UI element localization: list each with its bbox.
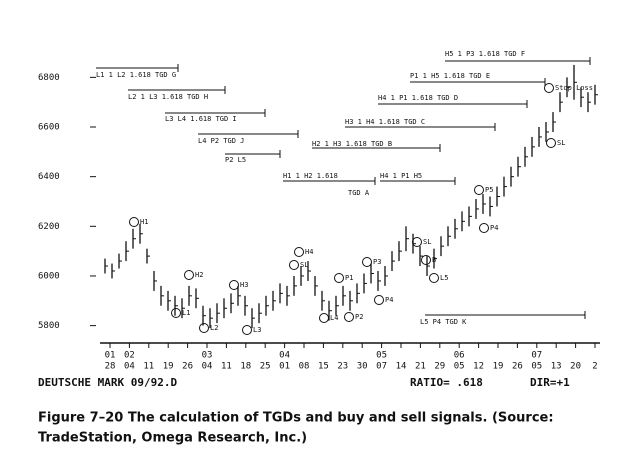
point-marker [294, 247, 304, 257]
point-label: P1 [345, 274, 353, 282]
point-label: L3 [253, 326, 261, 334]
x-month-label: 06 [454, 351, 465, 361]
x-tick-label: 21 [415, 362, 426, 372]
point-marker [334, 273, 344, 283]
point-marker [362, 257, 372, 267]
caption: Figure 7–20 The calculation of TGDs and … [38, 411, 554, 426]
point-label: P4 [385, 296, 393, 304]
tgd-annotation: H4 1 P1 H5 [380, 172, 422, 180]
point-marker [344, 312, 354, 322]
tgd-annotation: L5 P4 TGD K [420, 318, 467, 326]
tgd-annotation: P2 L5 [225, 156, 246, 164]
point-marker [242, 325, 252, 335]
x-tick-label: 26 [512, 362, 523, 372]
point-label: L5 [440, 274, 448, 282]
point-label: P4 [490, 224, 498, 232]
point-marker [544, 83, 554, 93]
x-tick-label: 05 [454, 362, 465, 372]
x-tick-label: 13 [551, 362, 562, 372]
y-tick-label: 5800 [38, 321, 60, 331]
point-label: Stop Loss [555, 84, 593, 92]
point-marker [474, 185, 484, 195]
point-marker [429, 273, 439, 283]
x-tick-label: 05 [531, 362, 542, 372]
tgd-annotation: H3 1 H4 1.618 TGD C [345, 118, 425, 126]
point-marker [319, 313, 329, 323]
x-tick-label: 15 [318, 362, 329, 372]
point-label: SL [423, 238, 431, 246]
tgd-annotation: L4 P2 TGD J [198, 137, 244, 145]
x-month-label: 01 [105, 351, 116, 361]
tgd-annotation: H2 1 H3 1.618 TGD B [312, 140, 392, 148]
point-label: SL [557, 139, 565, 147]
point-label: B [432, 256, 436, 264]
x-tick-label: 07 [376, 362, 387, 372]
tgd-annotation: L2 1 L3 1.618 TGD H [128, 93, 208, 101]
point-marker [229, 280, 239, 290]
tgd-annotation: L1 1 L2 1.618 TGD G [96, 71, 176, 79]
x-tick-label: 2 [592, 362, 597, 372]
x-tick-label: 25 [260, 362, 271, 372]
point-marker [129, 217, 139, 227]
point-marker [546, 138, 556, 148]
x-tick-label: 19 [163, 362, 174, 372]
point-marker [421, 255, 431, 265]
point-label: P5 [485, 186, 493, 194]
point-label: H3 [240, 281, 248, 289]
x-month-label: 03 [202, 351, 213, 361]
x-tick-label: 04 [202, 362, 213, 372]
x-tick-label: 18 [240, 362, 251, 372]
point-marker [479, 223, 489, 233]
x-tick-label: 14 [396, 362, 407, 372]
x-tick-label: 12 [473, 362, 484, 372]
x-tick-label: 26 [182, 362, 193, 372]
tgd-annotation: H5 1 P3 1.618 TGD F [445, 50, 525, 58]
y-tick-label: 6600 [38, 123, 60, 133]
x-month-label: 02 [124, 351, 135, 361]
point-marker [374, 295, 384, 305]
point-marker [412, 237, 422, 247]
footer-ratio: RATIO= .618 [410, 376, 483, 389]
footer-instrument: DEUTSCHE MARK 09/92.D [38, 376, 177, 389]
x-month-label: 05 [376, 351, 387, 361]
x-tick-label: 20 [570, 362, 581, 372]
point-marker [289, 260, 299, 270]
point-label: L4 [330, 314, 338, 322]
x-tick-label: 04 [124, 362, 135, 372]
tgd-annotation: H1 1 H2 1.618 [283, 172, 338, 180]
x-month-label: 04 [279, 351, 290, 361]
footer-dir: DIR=+1 [530, 376, 570, 389]
y-tick-label: 6000 [38, 271, 60, 281]
tgd-annotation: TGD A [348, 189, 370, 197]
point-marker [171, 308, 181, 318]
x-tick-label: 28 [105, 362, 116, 372]
point-label: P2 [355, 313, 363, 321]
x-tick-label: 11 [221, 362, 232, 372]
point-label: L2 [210, 324, 218, 332]
point-label: H2 [195, 271, 203, 279]
y-tick-label: 6400 [38, 172, 60, 182]
tgd-annotation: L3 L4 1.618 TGD I [165, 115, 237, 123]
x-tick-label: 30 [357, 362, 368, 372]
y-tick-label: 6200 [38, 222, 60, 232]
point-label: H4 [305, 248, 313, 256]
point-label: SL [300, 261, 308, 269]
tgd-annotation: H4 1 P1 1.618 TGD D [378, 94, 458, 102]
point-marker [199, 323, 209, 333]
y-tick-label: 6800 [38, 73, 60, 83]
x-tick-label: 29 [434, 362, 445, 372]
point-label: H1 [140, 218, 148, 226]
x-tick-label: 19 [493, 362, 504, 372]
x-tick-label: 11 [143, 362, 154, 372]
tgd-annotation: P1 1 H5 1.618 TGD E [410, 72, 490, 80]
point-label: P3 [373, 258, 381, 266]
x-tick-label: 23 [337, 362, 348, 372]
point-label: L1 [182, 309, 190, 317]
x-tick-label: 08 [299, 362, 310, 372]
x-tick-label: 01 [279, 362, 290, 372]
caption: TradeStation, Omega Research, Inc.) [38, 431, 307, 446]
point-marker [184, 270, 194, 280]
x-month-label: 07 [531, 351, 542, 361]
